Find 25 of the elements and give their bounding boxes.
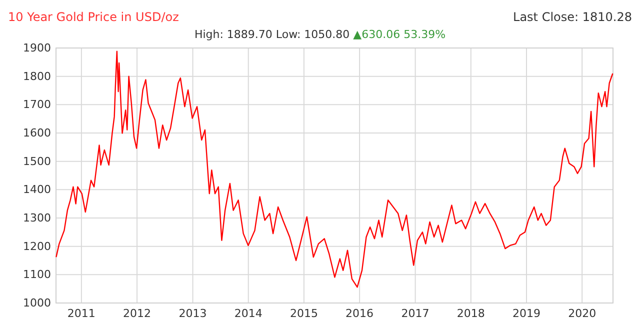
y-tick-label: 1600 xyxy=(23,126,51,140)
y-tick-label: 1900 xyxy=(23,42,51,55)
line-series xyxy=(56,50,614,288)
x-tick-label: 2013 xyxy=(178,306,207,320)
y-tick-label: 1400 xyxy=(23,183,51,196)
chart-subtitle: High: 1889.70 Low: 1050.80 xyxy=(194,28,354,41)
y-tick-label: 1000 xyxy=(23,296,51,310)
y-tick-label: 1300 xyxy=(23,212,51,225)
x-tick-label: 2020 xyxy=(568,306,596,320)
x-tick-label: 2018 xyxy=(456,306,485,320)
text: Last Close: 1810.28 xyxy=(513,10,632,24)
y-tick-label: 1500 xyxy=(23,154,51,168)
chart-title: 10 Year Gold Price in USD/oz xyxy=(8,10,179,24)
x-tick-label: 2015 xyxy=(290,306,318,320)
y-tick-label: 1200 xyxy=(23,240,51,253)
x-tick-label: 2014 xyxy=(234,306,262,320)
y-tick-label: 1700 xyxy=(23,98,51,112)
y-tick-label: 1800 xyxy=(23,70,51,83)
x-tick-label: 2016 xyxy=(346,306,374,320)
x-tick-label: 2011 xyxy=(67,306,96,320)
y-tick-label: 1100 xyxy=(23,268,51,282)
x-tick-label: 2019 xyxy=(512,306,540,320)
x-tick-label: 2012 xyxy=(123,306,152,320)
x-tick-label: 2017 xyxy=(401,306,430,320)
text: ▲630.06 53.39% xyxy=(353,28,446,41)
